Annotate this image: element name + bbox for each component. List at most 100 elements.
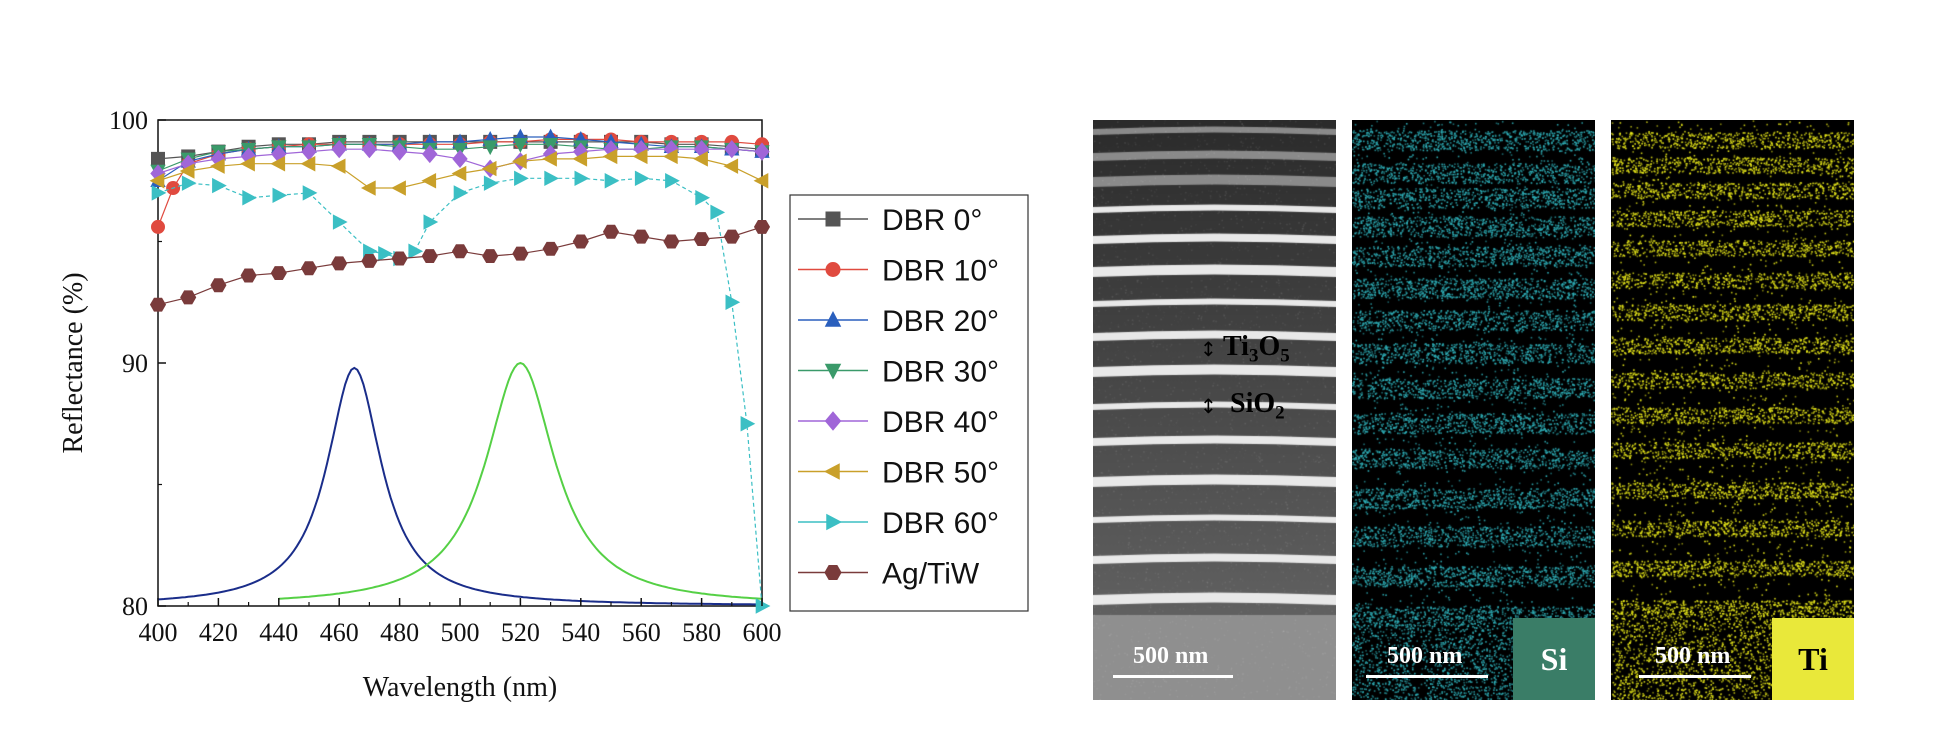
data-point (301, 142, 317, 161)
legend-label: DBR 30° (882, 356, 999, 389)
data-point (725, 294, 741, 310)
legend-label: DBR 60° (882, 507, 999, 540)
legend-entry: DBR 40° (798, 406, 999, 439)
data-point (754, 142, 770, 161)
data-point (753, 173, 769, 189)
si-element-badge: Si (1513, 618, 1595, 700)
data-point (378, 245, 393, 262)
scale-bar (1639, 675, 1751, 678)
legend-entry: DBR 0° (798, 204, 982, 237)
data-point (574, 170, 590, 187)
legend-entry: Ag/TiW (798, 558, 980, 591)
data-point (481, 160, 497, 177)
data-point (210, 278, 227, 293)
data-point (451, 165, 467, 182)
legend-label: DBR 20° (882, 305, 999, 338)
data-point (695, 190, 710, 206)
data-point (451, 244, 469, 259)
data-point (151, 151, 165, 166)
data-point (300, 156, 316, 172)
data-point (330, 158, 346, 174)
data-point (421, 249, 438, 264)
data-point (693, 140, 710, 159)
data-point (825, 262, 841, 277)
data-point (723, 229, 740, 244)
legend-label: DBR 50° (882, 457, 999, 490)
x-tick-label: 440 (259, 618, 298, 647)
data-point (391, 142, 408, 161)
legend: DBR 0° DBR 10° DBR 20° DBR 30° DBR 40° DBR 50… (789, 194, 1029, 612)
x-tick-label: 460 (320, 618, 359, 647)
data-point (180, 290, 197, 305)
x-axis-label: Wavelength (nm) (363, 672, 557, 703)
data-point (150, 164, 166, 183)
legend-label: DBR 40° (882, 406, 999, 439)
ti-eds-map: 500 nm Ti (1611, 120, 1854, 700)
y-axis-label: Reflectance (%) (58, 272, 89, 453)
data-point (663, 234, 680, 249)
scale-bar (1366, 675, 1488, 678)
legend-label: DBR 0° (882, 204, 982, 237)
sio2-layer-label: SiO2 (1230, 388, 1285, 424)
data-point (753, 219, 771, 234)
data-point (302, 185, 318, 201)
data-point (270, 266, 287, 281)
si-eds-map: 500 nm Si (1352, 120, 1595, 700)
data-point (710, 204, 726, 221)
data-point (825, 211, 841, 227)
legend-entry: DBR 60° (798, 507, 999, 540)
data-point (693, 151, 708, 167)
x-tick-label: 420 (199, 618, 238, 647)
data-point (740, 416, 756, 432)
data-point (824, 463, 840, 480)
reflectance-chart: 400 420 440 460 480 500 520 540 560 580 600 80 90 100… (58, 106, 1029, 703)
data-point (408, 243, 424, 259)
data-point (542, 241, 559, 256)
data-point (210, 158, 225, 174)
data-point (149, 297, 167, 312)
data-point (665, 173, 680, 189)
data-point (604, 173, 620, 189)
data-point (573, 142, 589, 161)
ti-element-badge: Ti (1772, 618, 1854, 700)
data-point (542, 151, 557, 167)
x-tick-label: 480 (380, 618, 419, 647)
sem-cross-section-image: ↕ Ti3O5 ↕ SiO2 500 nm (1093, 120, 1336, 700)
data-point (482, 249, 499, 264)
data-point (421, 173, 437, 189)
y-tick-label: 80 (122, 592, 148, 621)
x-tick-label: 520 (501, 618, 540, 647)
data-point (391, 251, 408, 266)
data-point (482, 140, 498, 156)
emission-curve-2 (278, 361, 763, 600)
data-point (483, 175, 499, 191)
data-point (512, 138, 529, 153)
data-point (632, 148, 648, 165)
data-point (240, 268, 257, 283)
data-point (149, 173, 165, 189)
data-point (331, 256, 348, 271)
x-tick-label: 600 (743, 618, 782, 647)
emission-curve-1 (157, 366, 762, 606)
data-point (824, 411, 842, 431)
data-point (755, 598, 771, 614)
data-point (361, 253, 378, 268)
data-point (423, 214, 439, 230)
data-point (240, 156, 255, 172)
data-point (723, 158, 739, 174)
data-point (634, 170, 650, 187)
data-point (331, 140, 347, 159)
data-point (212, 177, 227, 194)
y-tick-label: 90 (122, 349, 148, 378)
data-point (572, 234, 589, 249)
axes: 400 420 440 460 480 500 520 540 560 580 600 80 90 100 (109, 106, 782, 647)
data-point (361, 140, 378, 159)
legend-entry: DBR 20° (798, 305, 999, 338)
data-point (181, 175, 197, 191)
data-point (602, 148, 618, 165)
series-6 (149, 148, 769, 196)
data-point (693, 232, 710, 247)
x-tick-label: 560 (622, 618, 661, 647)
series-7 (151, 170, 771, 614)
data-point (179, 163, 195, 179)
